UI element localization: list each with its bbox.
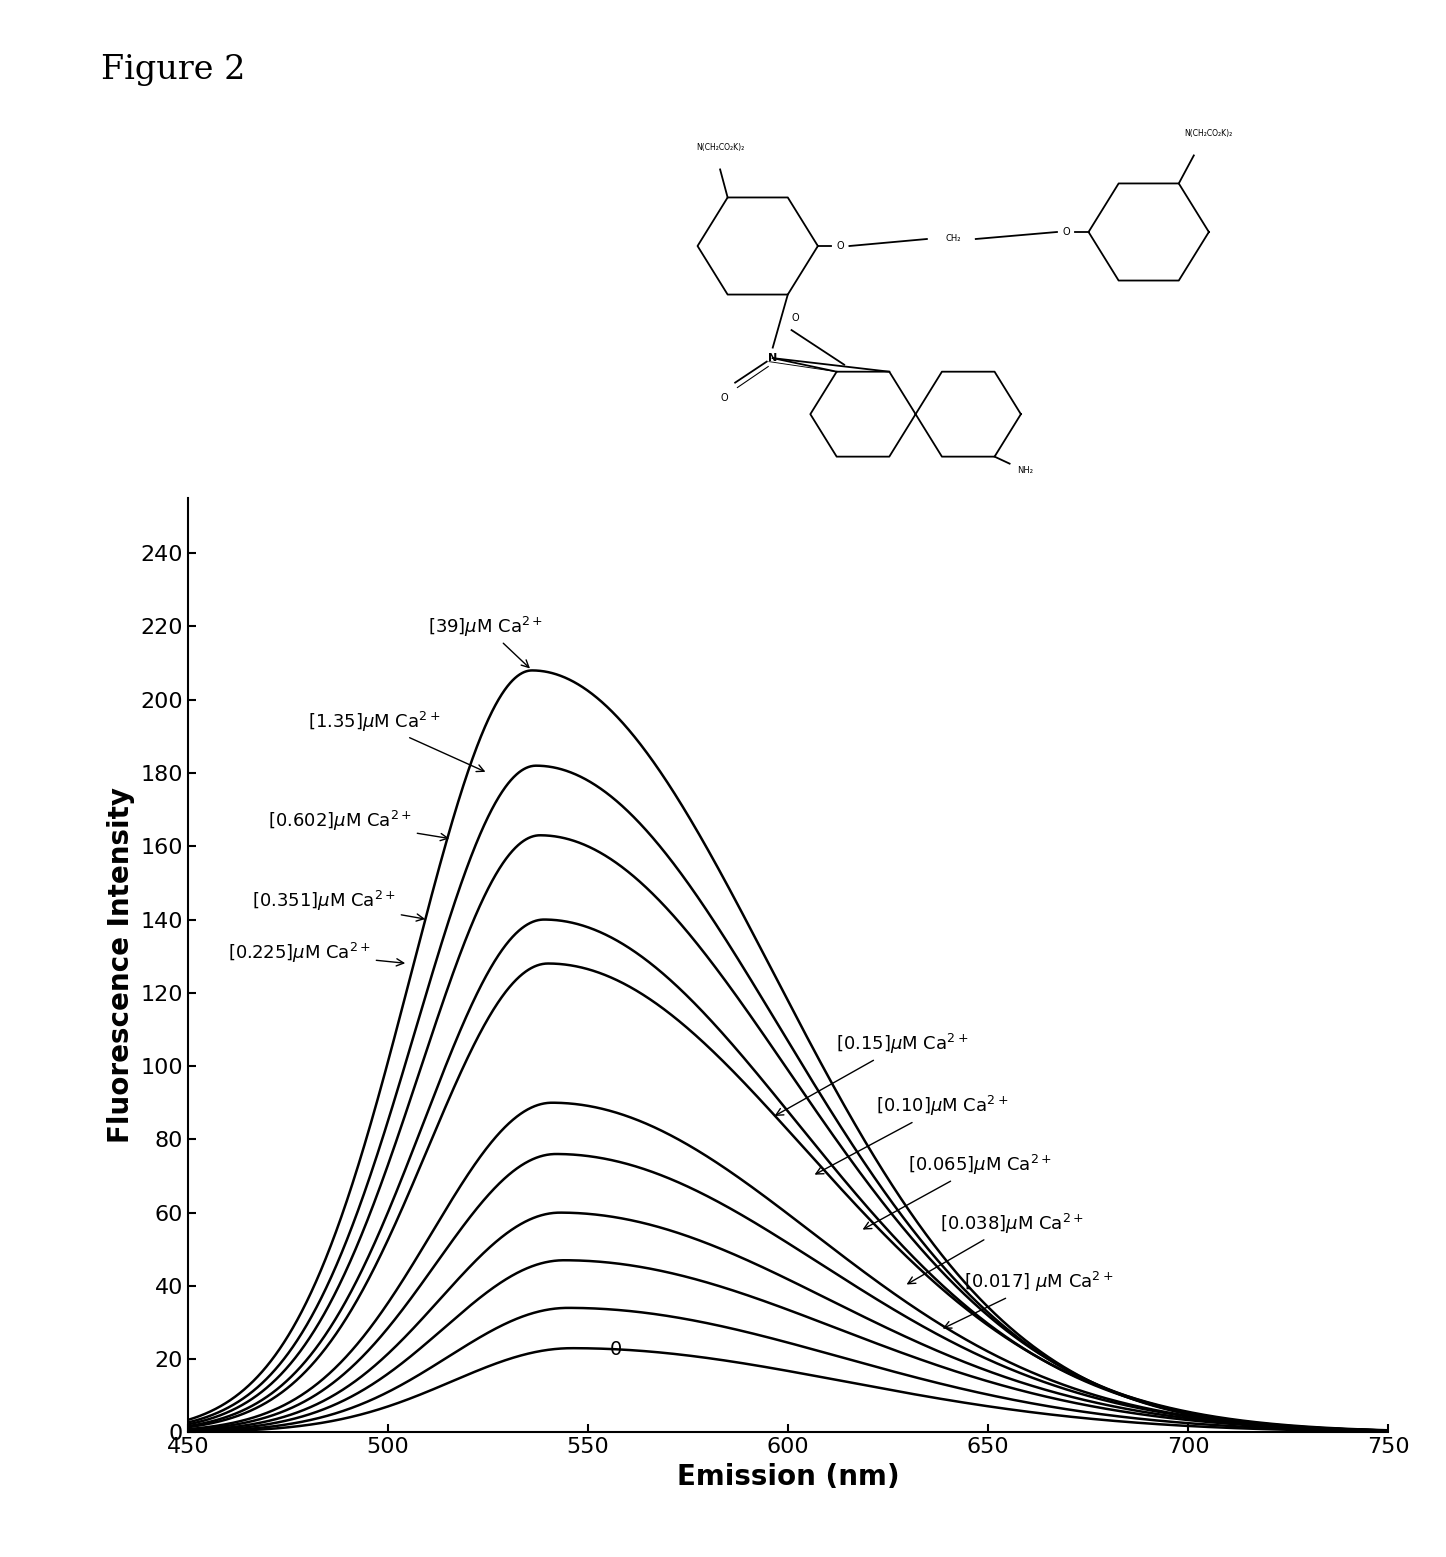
Text: [0.065]$\mu$M Ca$^{2+}$: [0.065]$\mu$M Ca$^{2+}$ (863, 1152, 1051, 1228)
Text: [0.10]$\mu$M Ca$^{2+}$: [0.10]$\mu$M Ca$^{2+}$ (816, 1095, 1008, 1174)
Text: N(CH₂CO₂K)₂: N(CH₂CO₂K)₂ (1184, 129, 1233, 139)
Y-axis label: Fluorescence Intensity: Fluorescence Intensity (107, 788, 134, 1143)
Text: CH₂: CH₂ (946, 235, 962, 243)
Text: [0.602]$\mu$M Ca$^{2+}$: [0.602]$\mu$M Ca$^{2+}$ (268, 808, 448, 841)
Text: 0: 0 (610, 1341, 622, 1359)
Text: O: O (791, 313, 800, 324)
Text: [0.351]$\mu$M Ca$^{2+}$: [0.351]$\mu$M Ca$^{2+}$ (252, 889, 424, 922)
Text: [39]$\mu$M Ca$^{2+}$: [39]$\mu$M Ca$^{2+}$ (428, 615, 544, 668)
Text: N: N (768, 353, 778, 363)
Text: N(CH₂CO₂K)₂: N(CH₂CO₂K)₂ (696, 143, 745, 153)
Text: [1.35]$\mu$M Ca$^{2+}$: [1.35]$\mu$M Ca$^{2+}$ (308, 710, 484, 772)
Text: O: O (837, 241, 844, 251)
Text: O: O (720, 394, 727, 403)
Text: Figure 2: Figure 2 (101, 54, 246, 87)
Text: [0.017] $\mu$M Ca$^{2+}$: [0.017] $\mu$M Ca$^{2+}$ (944, 1271, 1113, 1328)
X-axis label: Emission (nm): Emission (nm) (677, 1464, 899, 1492)
Text: [0.038]$\mu$M Ca$^{2+}$: [0.038]$\mu$M Ca$^{2+}$ (908, 1211, 1084, 1283)
Text: NH₂: NH₂ (1017, 466, 1032, 475)
Text: [0.15]$\mu$M Ca$^{2+}$: [0.15]$\mu$M Ca$^{2+}$ (777, 1032, 969, 1115)
Text: O: O (1063, 227, 1070, 237)
Text: [0.225]$\mu$M Ca$^{2+}$: [0.225]$\mu$M Ca$^{2+}$ (228, 940, 403, 965)
